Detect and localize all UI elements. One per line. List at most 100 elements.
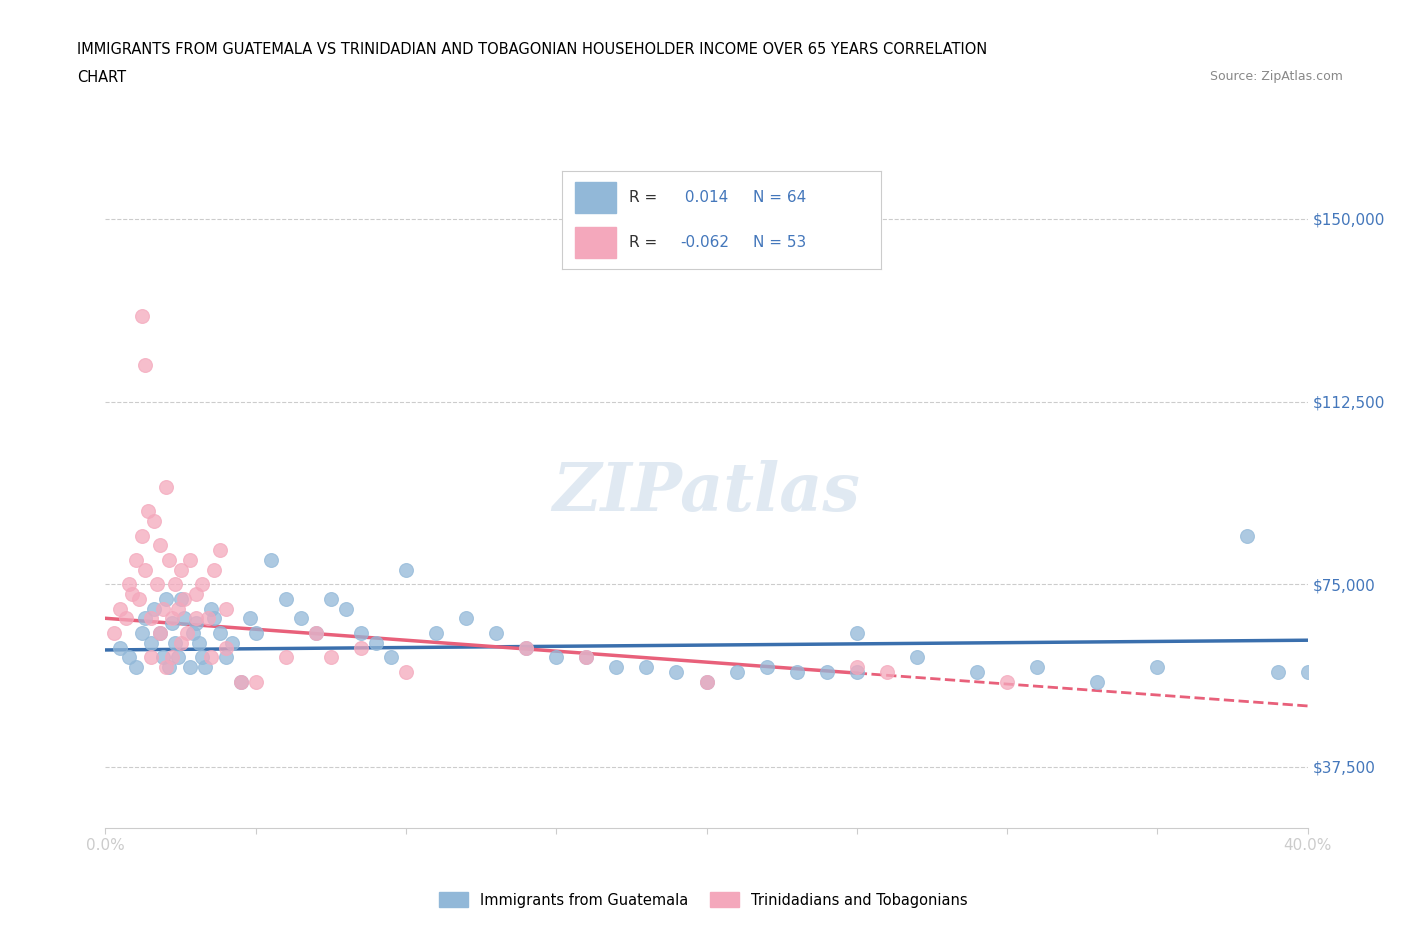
Point [845, 664, 868, 679]
Point [128, 591, 150, 606]
Point [755, 659, 778, 674]
Point [131, 309, 153, 324]
Point [190, 650, 212, 665]
Point [184, 611, 207, 626]
Point [319, 591, 342, 606]
Point [221, 635, 243, 650]
Point [1026, 659, 1049, 674]
Point [202, 562, 225, 577]
Point [181, 626, 204, 641]
Point [163, 635, 186, 650]
Point [425, 626, 447, 641]
Point [1236, 528, 1258, 543]
Text: Source: ZipAtlas.com: Source: ZipAtlas.com [1209, 70, 1343, 83]
Point [350, 640, 373, 655]
Point [155, 659, 177, 674]
Point [155, 479, 177, 494]
Point [160, 611, 183, 626]
Point [1267, 664, 1289, 679]
Point [157, 552, 180, 567]
Point [152, 601, 174, 616]
Point [169, 635, 191, 650]
Point [786, 664, 808, 679]
Point [319, 650, 342, 665]
Point [1296, 664, 1319, 679]
Point [725, 664, 748, 679]
Point [131, 528, 153, 543]
Point [350, 626, 373, 641]
Point [364, 635, 387, 650]
Point [184, 616, 207, 631]
Point [274, 650, 297, 665]
Point [245, 626, 267, 641]
Point [118, 650, 141, 665]
Point [380, 650, 402, 665]
Point [194, 659, 217, 674]
Point [163, 577, 186, 591]
Point [696, 674, 718, 689]
Point [515, 640, 537, 655]
Text: IMMIGRANTS FROM GUATEMALA VS TRINIDADIAN AND TOBAGONIAN HOUSEHOLDER INCOME OVER : IMMIGRANTS FROM GUATEMALA VS TRINIDADIAN… [77, 42, 987, 57]
Point [305, 626, 328, 641]
Point [176, 626, 198, 641]
Point [260, 552, 283, 567]
Point [636, 659, 658, 674]
Point [124, 552, 146, 567]
Point [139, 635, 162, 650]
Point [575, 650, 598, 665]
Point [197, 611, 219, 626]
Point [245, 674, 267, 689]
Point [1146, 659, 1168, 674]
Point [166, 601, 188, 616]
Point [305, 626, 328, 641]
Point [139, 650, 162, 665]
Point [845, 659, 868, 674]
Point [905, 650, 928, 665]
Point [274, 591, 297, 606]
Point [202, 611, 225, 626]
Point [845, 626, 868, 641]
Point [118, 577, 141, 591]
Point [184, 587, 207, 602]
Text: ZIPatlas: ZIPatlas [553, 460, 860, 525]
Point [190, 577, 212, 591]
Point [546, 650, 568, 665]
Point [515, 640, 537, 655]
Point [200, 601, 222, 616]
Legend: Immigrants from Guatemala, Trinidadians and Tobagonians: Immigrants from Guatemala, Trinidadians … [433, 886, 973, 913]
Point [665, 664, 688, 679]
Point [179, 552, 201, 567]
Point [395, 664, 418, 679]
Point [145, 577, 167, 591]
Point [575, 650, 598, 665]
Point [124, 659, 146, 674]
Point [815, 664, 838, 679]
Text: CHART: CHART [77, 70, 127, 85]
Point [214, 601, 236, 616]
Point [160, 650, 183, 665]
Point [876, 664, 898, 679]
Point [200, 650, 222, 665]
Point [139, 611, 162, 626]
Point [214, 640, 236, 655]
Point [142, 601, 165, 616]
Point [290, 611, 312, 626]
Point [208, 543, 231, 558]
Point [395, 562, 418, 577]
Point [169, 591, 191, 606]
Point [134, 358, 156, 373]
Point [131, 626, 153, 641]
Point [208, 626, 231, 641]
Point [187, 635, 209, 650]
Point [121, 587, 143, 602]
Point [214, 650, 236, 665]
Point [103, 626, 125, 641]
Point [136, 504, 159, 519]
Point [229, 674, 252, 689]
Point [134, 611, 156, 626]
Point [148, 626, 170, 641]
Point [155, 591, 177, 606]
Point [696, 674, 718, 689]
Point [995, 674, 1018, 689]
Point [134, 562, 156, 577]
